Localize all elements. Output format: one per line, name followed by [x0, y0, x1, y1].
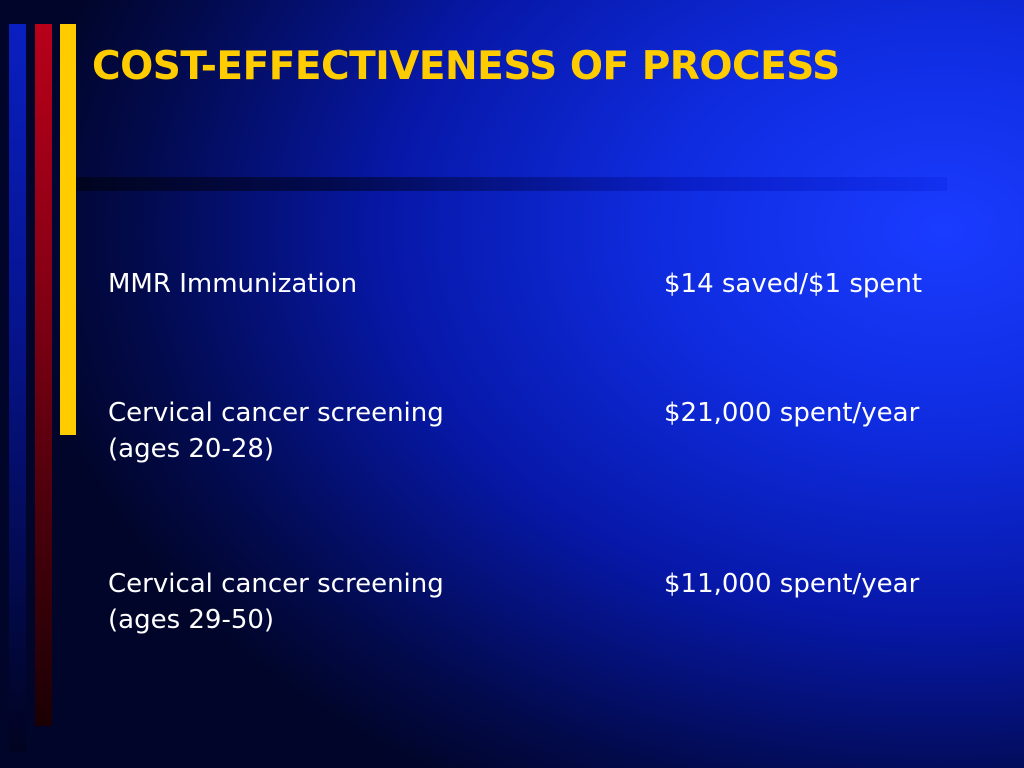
item-label: MMR Immunization [108, 266, 628, 302]
item-label-subline: (ages 20-28) [108, 434, 275, 464]
item-value: $11,000 spent/year [664, 569, 920, 599]
item-label-subline: (ages 29-50) [108, 605, 275, 635]
decorative-yellow-bar [60, 24, 76, 435]
decorative-blue-bar [9, 24, 26, 752]
item-value: $14 saved/$1 spent [664, 269, 923, 299]
item-label-line: MMR Immunization [108, 269, 358, 299]
item-label: Cervical cancer screening (ages 20-28) [108, 395, 628, 467]
item-value: $21,000 spent/year [664, 398, 920, 428]
title-underline-rule [76, 177, 947, 191]
slide-title: COST-EFFECTIVENESS OF PROCESS [92, 44, 840, 89]
item-label-line: Cervical cancer screening [108, 398, 444, 428]
decorative-red-bar [35, 24, 52, 726]
item-label: Cervical cancer screening (ages 29-50) [108, 566, 628, 638]
item-label-line: Cervical cancer screening [108, 569, 444, 599]
